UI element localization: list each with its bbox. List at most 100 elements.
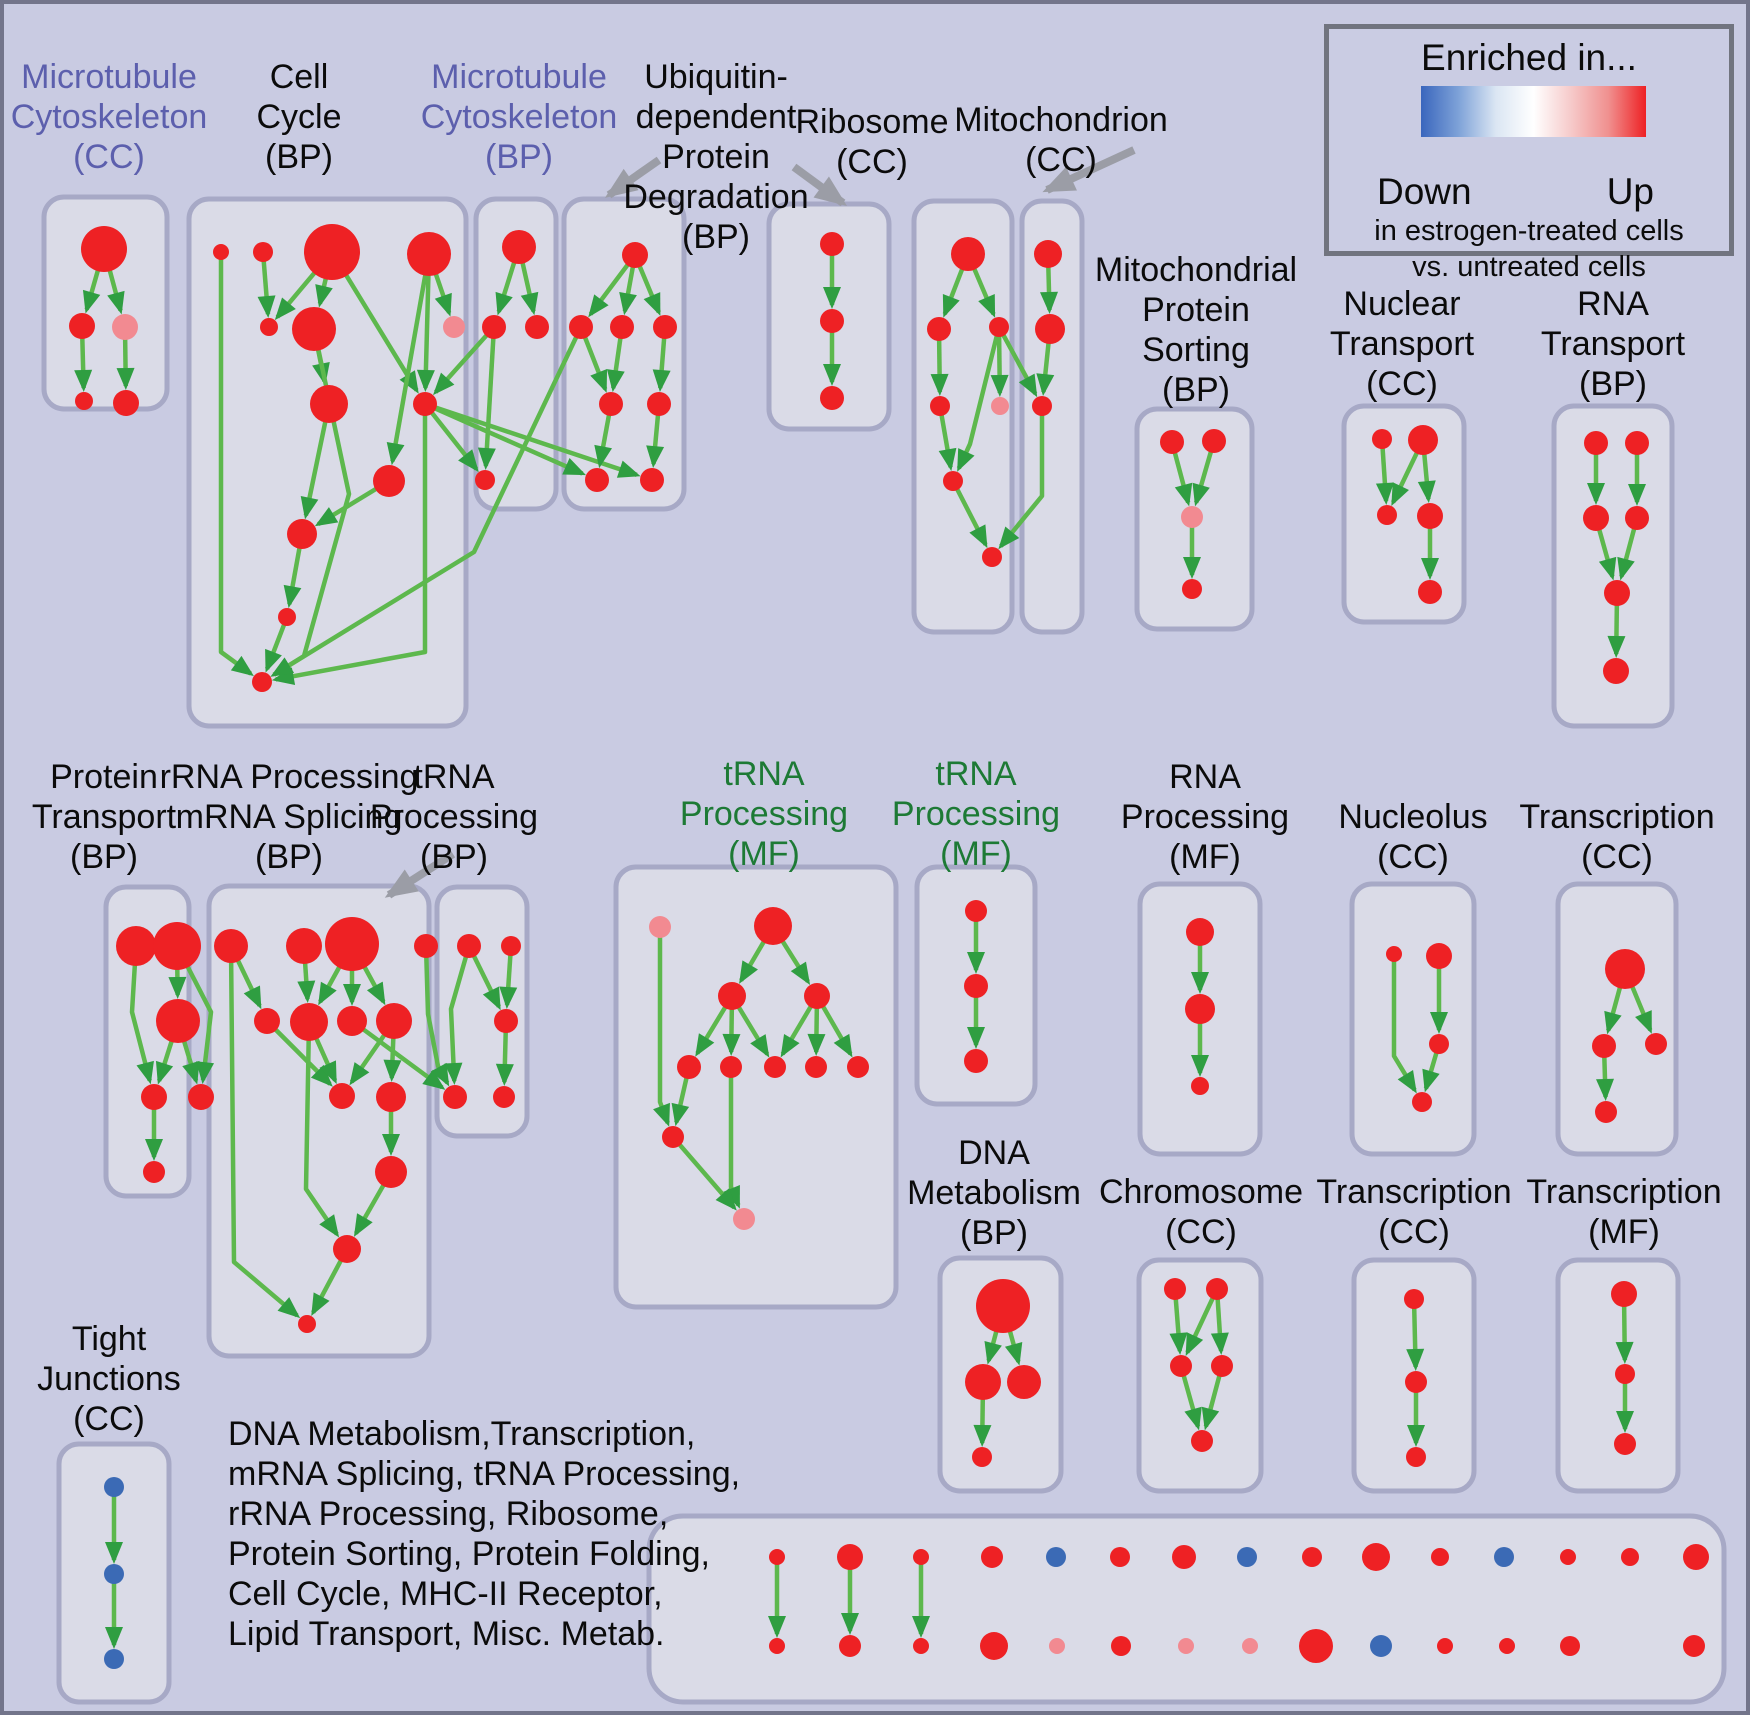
- legend-box: Enriched in... Down Up in estrogen-treat…: [1324, 24, 1734, 283]
- legend-subtitle-1: in estrogen-treated cells: [1374, 215, 1684, 247]
- cluster-label-mitochondrion-cc: Mitochondrion (CC): [954, 101, 1168, 179]
- graph-node-red: [1211, 1355, 1233, 1377]
- graph-node-red: [1160, 430, 1184, 454]
- graph-node-red: [407, 232, 451, 276]
- graph-node-red: [1605, 949, 1645, 989]
- graph-node-red: [443, 1085, 467, 1109]
- graph-node-red: [414, 934, 438, 958]
- graph-edge: [1391, 954, 1417, 1094]
- cluster-label-mitochondrial-protein-sorting-bp: Mitochondrial Protein Sorting (BP): [1095, 251, 1297, 409]
- graph-node-red: [413, 392, 437, 416]
- graph-node-red: [569, 315, 593, 339]
- graph-edge: [423, 945, 450, 1087]
- graph-edge: [998, 406, 1045, 550]
- graph-node-pink: [443, 316, 465, 338]
- graph-node-red: [494, 1009, 518, 1033]
- graph-node-red: [820, 309, 844, 333]
- graph-node-red: [1625, 431, 1649, 455]
- graph-node-red: [662, 1126, 684, 1148]
- graph-node-red: [769, 1549, 785, 1565]
- graph-node-red: [1560, 1636, 1580, 1656]
- annotation-text-line: mRNA Splicing, tRNA Processing,: [228, 1455, 741, 1493]
- graph-node-red: [927, 317, 951, 341]
- label-pointer-arrow-icon: [1042, 146, 1136, 194]
- graph-node-red: [1404, 1289, 1424, 1309]
- graph-node-red: [1191, 1077, 1209, 1095]
- graph-node-pink: [1178, 1638, 1194, 1654]
- graph-node-red: [599, 392, 623, 416]
- cluster-box-mit: [1019, 198, 1085, 635]
- graph-node-red: [837, 1544, 863, 1570]
- graph-node-red: [1615, 1364, 1635, 1384]
- graph-node-red: [1405, 1371, 1427, 1393]
- graph-node-red: [653, 315, 677, 339]
- graph-node-blue: [1237, 1547, 1257, 1567]
- graph-node-red: [989, 317, 1009, 337]
- network-diagram: Microtubule Cytoskeleton (CC) Cell Cycle (BP)…: [11, 58, 1727, 1705]
- label-pointer-arrow-icon: [384, 850, 456, 899]
- graph-node-red: [1614, 1433, 1636, 1455]
- graph-node-red: [720, 1056, 742, 1078]
- cluster-label-trna-processing-mf-1: tRNA Processing (MF): [680, 755, 848, 873]
- graph-node-red: [1110, 1547, 1130, 1567]
- graph-node-red: [1386, 946, 1402, 962]
- graph-node-red: [278, 608, 296, 626]
- graph-node-red: [376, 1003, 412, 1039]
- cluster-label-microtubule-cytoskeleton-cc: Microtubule Cytoskeleton (CC): [11, 58, 208, 176]
- graph-node-red: [81, 226, 127, 272]
- graph-node-red: [622, 242, 648, 268]
- graph-node-red: [980, 1632, 1008, 1660]
- graph-node-red: [153, 922, 201, 970]
- graph-node-red: [304, 224, 360, 280]
- graph-edge: [270, 326, 584, 677]
- graph-edge: [350, 1019, 446, 1090]
- graph-node-red: [976, 1279, 1030, 1333]
- cluster-box-ub1: [561, 196, 687, 512]
- cluster-label-protein-transport-bp: Protein Transport (BP): [32, 758, 177, 876]
- graph-node-red: [493, 1086, 515, 1108]
- cluster-box-wb: [646, 1513, 1727, 1705]
- cluster-label-rna-processing-mf: RNA Processing (MF): [1121, 758, 1289, 876]
- graph-node-red: [1584, 431, 1608, 455]
- cluster-label-dna-metabolism-bp: DNA Metabolism (BP): [907, 1134, 1081, 1252]
- graph-node-red: [1625, 506, 1649, 530]
- graph-node-red: [585, 468, 609, 492]
- graph-node-red: [475, 470, 495, 490]
- graph-node-pink: [733, 1208, 755, 1230]
- cluster-label-trna-processing-mf-2: tRNA Processing (MF): [892, 755, 1060, 873]
- cluster-label-nucleolus-cc: Nucleolus (CC): [1338, 798, 1487, 876]
- cluster-label-tight-junctions-cc: Tight Junctions (CC): [37, 1320, 181, 1438]
- graph-node-red: [325, 917, 379, 971]
- graph-node-red: [1499, 1638, 1515, 1654]
- graph-node-red: [337, 1006, 367, 1036]
- graph-node-red: [1186, 918, 1214, 946]
- graph-node-red: [1172, 1545, 1196, 1569]
- graph-node-red: [1592, 1034, 1616, 1058]
- graph-node-red: [820, 386, 844, 410]
- graph-edge: [424, 401, 587, 476]
- graph-node-red: [254, 1008, 280, 1034]
- graph-node-red: [754, 907, 792, 945]
- graph-node-red: [329, 1083, 355, 1109]
- graph-node-pink: [649, 916, 671, 938]
- graph-edge: [1375, 438, 1394, 506]
- cluster-label-transcription-mf: Transcription (MF): [1526, 1173, 1721, 1251]
- graph-node-red: [1417, 503, 1443, 529]
- graph-node-red: [1164, 1278, 1186, 1300]
- graph-node-red: [640, 468, 664, 492]
- graph-node-red: [457, 934, 481, 958]
- graph-node-red: [501, 936, 521, 956]
- graph-node-red: [943, 471, 963, 491]
- graph-node-red: [1035, 314, 1065, 344]
- cluster-box-tc: [1555, 881, 1679, 1157]
- legend-title: Enriched in...: [1421, 37, 1637, 78]
- graph-edge: [477, 326, 497, 471]
- cluster-label-transcription-cc-row2: Transcription (CC): [1519, 798, 1714, 876]
- graph-node-red: [1604, 580, 1630, 606]
- graph-node-red: [482, 315, 506, 339]
- graph-edge: [129, 945, 154, 1085]
- graph-node-red: [376, 1082, 406, 1112]
- graph-node-red: [287, 519, 317, 549]
- graph-edge: [218, 252, 254, 677]
- graph-node-red: [1418, 580, 1442, 604]
